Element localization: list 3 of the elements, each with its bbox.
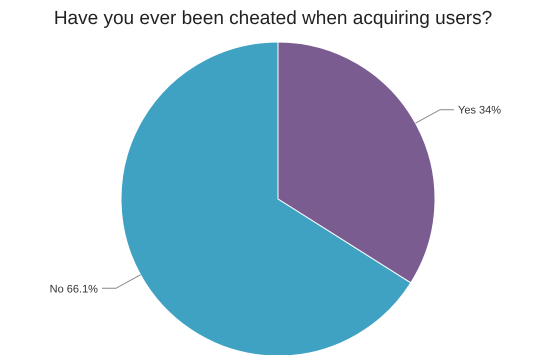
slice-label: No 66.1% <box>50 283 98 296</box>
slice-label: Yes 34% <box>458 104 502 117</box>
chart-title: Have you ever been cheated when acquiring users? <box>52 8 494 31</box>
